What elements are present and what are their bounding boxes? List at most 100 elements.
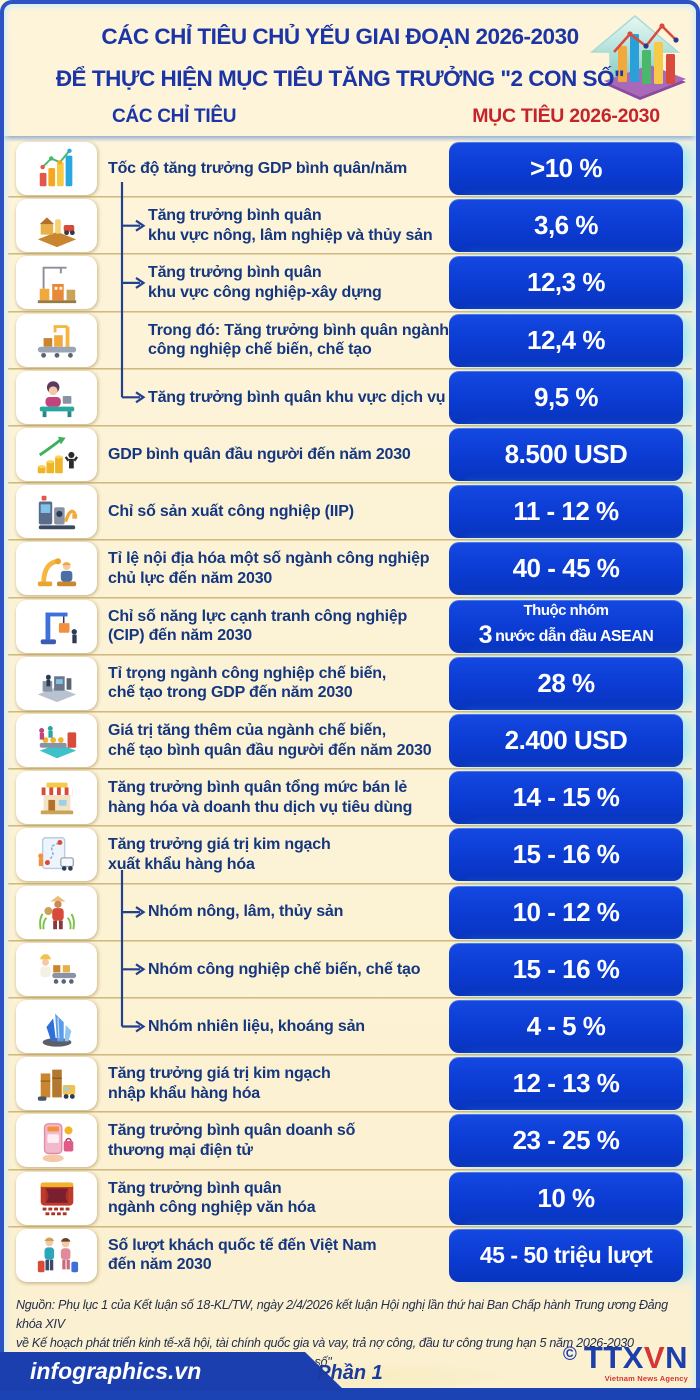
target-value: >10 %	[449, 142, 683, 195]
farmer-icon	[16, 885, 97, 939]
source-line-1: Nguồn: Phụ lục 1 của Kết luận số 18-KL/T…	[16, 1298, 668, 1332]
table-row: Tốc độ tăng trưởng GDP bình quân/năm >10 …	[0, 142, 700, 195]
indicator-label: Tăng trưởng bình quân tổng mức bán lẻ hà…	[108, 779, 413, 816]
ttx-letters: TTX	[583, 1339, 644, 1375]
table-row: Tăng trưởng bình quân khu vực dịch vụ 9,5…	[0, 370, 700, 424]
indicator-label: Nhóm nhiên liệu, khoáng sản	[148, 1017, 365, 1035]
brand-label: infographics.vn	[30, 1358, 202, 1384]
row-separator	[8, 997, 692, 999]
indicator-label: Nhóm công nghiệp chế biến, chế tạo	[148, 960, 421, 978]
table-row: GDP bình quân đầu người đến năm 2030 8.50…	[0, 428, 700, 481]
growth-chart-icon	[574, 4, 696, 106]
industrial-production-icon	[16, 485, 97, 539]
row-separator	[8, 196, 692, 199]
table-row: Tăng trưởng bình quân ngành công nghiệp …	[0, 1171, 700, 1225]
target-value: 40 - 45 %	[449, 542, 683, 596]
table-row: Trong đó: Tăng trưởng bình quân ngành cô…	[0, 313, 700, 367]
part-label: Phần 1	[317, 1362, 383, 1384]
target-value: 45 - 50 triệu lượt	[449, 1228, 683, 1282]
page-title: CÁC CHỈ TIÊU CHỦ YẾU GIAI ĐOẠN 2026-2030…	[40, 16, 640, 100]
row-separator	[8, 653, 692, 656]
table-row: Tăng trưởng bình quân doanh số thương mạ…	[0, 1114, 700, 1168]
title-line-2: ĐỂ THỰC HIỆN MỤC TIÊU TĂNG TRƯỞNG "2 CON…	[55, 66, 625, 91]
infographics-brand: infographics.vn	[0, 1352, 345, 1391]
table-top-divider	[0, 136, 700, 142]
target-value: Thuộc nhóm 3 nước dẫn đầu ASEAN	[449, 599, 683, 653]
bottom-bar	[0, 1388, 700, 1400]
target-value: 4 - 5 %	[449, 1000, 683, 1053]
indicator-label: Số lượt khách quốc tế đến Việt Nam đến n…	[108, 1236, 377, 1274]
tourists-icon	[16, 1228, 97, 1282]
target-value: 14 - 15 %	[449, 771, 683, 825]
table-row: Nhóm công nghiệp chế biến, chế tạo 15 - 1…	[0, 942, 700, 996]
indicator-label: Chỉ số năng lực cạnh tranh công nghiệp (…	[108, 607, 408, 645]
indicator-label: Tốc độ tăng trưởng GDP bình quân/năm	[108, 159, 408, 177]
target-value: 12,3 %	[449, 256, 683, 310]
column-header-indicators: CÁC CHỈ TIÊU	[112, 106, 237, 127]
row-separator	[8, 1225, 692, 1228]
row-separator	[8, 882, 692, 885]
construction-icon	[16, 256, 97, 310]
indicator-label: Tăng trưởng bình quân khu vực nông, lâm …	[148, 207, 433, 244]
manufacturing-share-icon	[16, 656, 97, 710]
indicator-label: Trong đó: Tăng trưởng bình quân ngành cô…	[148, 321, 449, 359]
culture-theater-icon	[16, 1171, 97, 1225]
row-separator	[8, 539, 692, 542]
table-row: Tỉ lệ nội địa hóa một số ngành công nghi…	[0, 542, 700, 596]
service-desk-icon	[16, 370, 97, 424]
column-header-targets: MỤC TIÊU 2026-2030	[472, 105, 660, 127]
manufacturing-icon	[16, 313, 97, 367]
ecommerce-icon	[16, 1114, 97, 1168]
table-row: Nhóm nông, lâm, thủy sản 10 - 12 %	[0, 885, 700, 939]
indicator-label: Tỉ lệ nội địa hóa một số ngành công nghi…	[108, 550, 430, 587]
row-separator	[8, 253, 692, 256]
connector-export-group	[120, 870, 146, 1033]
row-separator	[8, 1111, 692, 1114]
indicator-label: Nhóm nông, lâm, thủy sản	[148, 903, 344, 921]
v-letter: V	[643, 1339, 666, 1375]
table-row: Chỉ số năng lực cạnh tranh công nghiệp (…	[0, 599, 700, 653]
n-letter: N	[665, 1339, 688, 1375]
indicator-label: Chỉ số sản xuất công nghiệp (IIP)	[108, 502, 354, 520]
title-line-1: CÁC CHỈ TIÊU CHỦ YẾU GIAI ĐOẠN 2026-2030	[101, 24, 579, 49]
agency-tagline: Vietnam News Agency	[604, 1373, 688, 1383]
target-value: 8.500 USD	[449, 428, 683, 481]
table-row: Chỉ số sản xuất công nghiệp (IIP) 11 - 12…	[0, 485, 700, 539]
table-row: Tăng trưởng bình quân khu vực công nghiệ…	[0, 256, 700, 310]
target-value: 28 %	[449, 656, 683, 710]
target-value: 23 - 25 %	[449, 1114, 683, 1168]
target-value: 15 - 16 %	[449, 942, 683, 996]
target-value: 10 %	[449, 1171, 683, 1225]
cip-icon	[16, 599, 97, 653]
row-separator	[8, 1168, 692, 1171]
row-separator	[8, 711, 692, 713]
table-row: Tăng trưởng giá trị kim ngạch nhập khẩu …	[0, 1057, 700, 1111]
indicator-label: Tăng trưởng bình quân ngành công nghiệp …	[108, 1179, 316, 1217]
target-value: 12,4 %	[449, 313, 683, 367]
target-value: 2.400 USD	[449, 714, 683, 767]
row-separator	[8, 768, 692, 771]
table-row: Tăng trưởng giá trị kim ngạch xuất khẩu …	[0, 828, 700, 882]
connector-gdp-group	[120, 182, 146, 404]
target-value: 15 - 16 %	[449, 828, 683, 882]
target-value: 3,6 %	[449, 199, 683, 253]
indicator-label: Giá trị tăng thêm của ngành chế biến, ch…	[108, 721, 432, 759]
conveyor-worker-icon	[16, 942, 97, 996]
value-added-icon	[16, 714, 97, 767]
target-value: 12 - 13 %	[449, 1057, 683, 1111]
row-separator	[8, 596, 692, 599]
row-separator	[8, 482, 692, 485]
indicator-label: Tăng trưởng bình quân doanh số thương mạ…	[108, 1122, 356, 1159]
row-separator	[8, 367, 692, 370]
indicator-label: Tăng trưởng bình quân khu vực công nghiệ…	[148, 264, 382, 301]
indicator-label: Tăng trưởng bình quân khu vực dịch vụ	[148, 388, 446, 406]
row-separator	[8, 310, 692, 313]
table-row: Nhóm nhiên liệu, khoáng sản 4 - 5 %	[0, 1000, 700, 1053]
ttxvn-logo: © TTXVN Vietnam News Agency	[563, 1342, 688, 1383]
row-separator	[8, 939, 692, 942]
export-map-icon	[16, 828, 97, 882]
target-value: 11 - 12 %	[449, 485, 683, 539]
table-row: Tăng trưởng bình quân tổng mức bán lẻ hà…	[0, 771, 700, 825]
table-row: Giá trị tăng thêm của ngành chế biến, ch…	[0, 714, 700, 767]
